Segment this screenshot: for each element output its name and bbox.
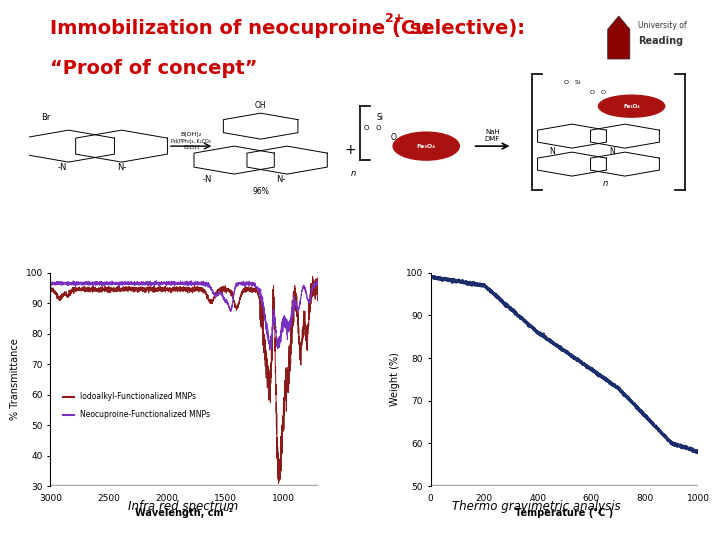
- Text: N-: N-: [117, 163, 126, 172]
- Text: +: +: [344, 143, 356, 157]
- Text: 96%: 96%: [252, 187, 269, 196]
- Ellipse shape: [393, 132, 459, 160]
- Text: Reading: Reading: [638, 36, 683, 46]
- Text: O   O: O O: [590, 90, 606, 95]
- Legend: Iodoalkyl-Functionalized MNPs, Neocuproine-Functionalized MNPs: Iodoalkyl-Functionalized MNPs, Neocuproi…: [60, 389, 213, 422]
- Text: Br: Br: [40, 113, 50, 122]
- Text: -N: -N: [203, 175, 212, 184]
- Text: Fe₃O₄: Fe₃O₄: [624, 104, 640, 109]
- Text: O   Si: O Si: [564, 80, 580, 85]
- X-axis label: Temperature (°C ): Temperature (°C ): [516, 508, 613, 518]
- Text: DMF: DMF: [485, 136, 500, 142]
- Text: selective):: selective):: [403, 19, 525, 38]
- Polygon shape: [608, 16, 630, 59]
- Text: 2+: 2+: [385, 12, 405, 25]
- X-axis label: Wavelength, cm⁻¹: Wavelength, cm⁻¹: [135, 508, 233, 518]
- Y-axis label: % Transmittance: % Transmittance: [10, 339, 20, 420]
- Text: N: N: [549, 147, 555, 156]
- Text: N-: N-: [276, 175, 285, 184]
- Text: n: n: [603, 179, 608, 188]
- Text: NaH: NaH: [485, 129, 500, 135]
- Text: EtOH: EtOH: [183, 145, 199, 150]
- Text: Fe₃O₄: Fe₃O₄: [417, 144, 436, 149]
- Text: B(OH)₂: B(OH)₂: [181, 132, 202, 137]
- Text: Si: Si: [377, 113, 383, 122]
- Text: Thermo gravimetric analysis: Thermo gravimetric analysis: [452, 500, 621, 514]
- Text: Infra red spectrum: Infra red spectrum: [128, 500, 239, 514]
- Ellipse shape: [598, 95, 665, 117]
- Text: N: N: [609, 147, 615, 156]
- Text: O: O: [390, 133, 396, 142]
- Y-axis label: Weight (%): Weight (%): [390, 353, 400, 406]
- Text: Immobilization of neocuproine (Cu: Immobilization of neocuproine (Cu: [50, 19, 430, 38]
- Text: O   O: O O: [364, 125, 382, 131]
- Text: Pd(PPh₃)₄, K₂CO₃: Pd(PPh₃)₄, K₂CO₃: [171, 139, 211, 144]
- Text: University of: University of: [638, 21, 687, 30]
- Text: “Proof of concept”: “Proof of concept”: [50, 59, 258, 78]
- Text: OH: OH: [255, 101, 266, 110]
- Text: -N: -N: [57, 163, 67, 172]
- Text: n: n: [351, 169, 356, 178]
